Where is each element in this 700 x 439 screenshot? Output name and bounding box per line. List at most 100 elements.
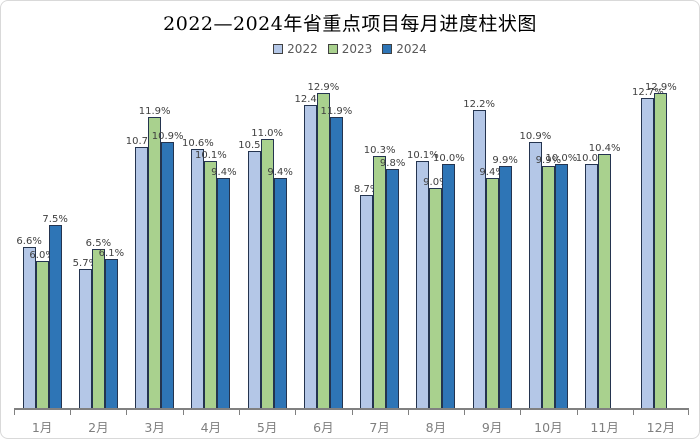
- plot-area: 6.6% 6.0% 7.5% 1月 5.7% 6.5% 6.1% 2月 10.7% 11.9% 10…: [14, 66, 689, 435]
- bar-value-label: 12.9%: [644, 82, 677, 93]
- axis-tick: [688, 410, 689, 415]
- legend-label: 2024: [396, 42, 427, 56]
- bar-group-8月: 10.1% 9.0% 10.0% 8月: [407, 66, 465, 435]
- bar-2024-3月: 10.9%: [152, 131, 184, 408]
- x-axis-label: 5月: [256, 420, 278, 435]
- bar-value-label: 10.6%: [181, 138, 214, 149]
- bar-value-label: 9.9%: [492, 155, 518, 166]
- bar-value-label: 9.4%: [267, 167, 293, 178]
- bar-2024-4月: 9.4%: [211, 167, 237, 408]
- bar-value-label: 10.0%: [545, 153, 578, 164]
- x-axis-label: 3月: [144, 420, 165, 435]
- bar-value-label: 11.9%: [320, 106, 353, 117]
- bar-2022-10月: 10.9%: [519, 131, 551, 408]
- bar-2024-7月: 9.8%: [380, 158, 405, 408]
- bar-2022-5月: 10.5%: [238, 140, 270, 408]
- bar-2023-2月: 6.5%: [86, 238, 111, 408]
- bar-group-1月: 6.6% 6.0% 7.5% 1月: [14, 66, 70, 435]
- axis-tick: [463, 410, 465, 415]
- bar-value-label: 12.2%: [463, 99, 496, 110]
- bar-2022-8月: 10.1%: [407, 150, 439, 408]
- bar-value-label: 10.1%: [406, 150, 439, 161]
- bar-group-11月: 10.0% 10.4% 11月: [576, 66, 633, 435]
- bar-2023-8月: 9.0%: [423, 177, 449, 408]
- bar-2023-11月: 10.4%: [589, 143, 621, 408]
- bar-value-label: 10.9%: [151, 131, 184, 142]
- legend-label: 2023: [341, 42, 373, 56]
- bar-group-4月: 10.6% 10.1% 9.4% 4月: [182, 66, 239, 435]
- axis-tick: [520, 410, 522, 415]
- legend-label: 2022: [287, 42, 318, 56]
- legend-swatch-icon: [382, 44, 393, 54]
- bar-group-12月: 12.7% 12.9% 12月: [632, 66, 689, 435]
- x-axis-label: 1月: [31, 420, 53, 435]
- bar-value-label: 10.5%: [238, 140, 271, 151]
- bar-2023-4月: 10.1%: [195, 150, 227, 408]
- legend-item-2022: 2022: [273, 42, 318, 56]
- bar-2022-3月: 10.7%: [126, 136, 158, 408]
- bar-value-label: 11.0%: [251, 128, 284, 139]
- bar-group-7月: 8.7% 10.3% 9.8% 7月: [352, 66, 408, 435]
- axis-tick: [14, 410, 15, 415]
- x-axis-label: 6月: [313, 420, 334, 435]
- bar-2024-9月: 9.9%: [492, 155, 518, 408]
- axis-tick: [70, 410, 72, 415]
- legend-item-2024: 2024: [382, 42, 427, 56]
- bar-2022-6月: 12.4%: [294, 94, 326, 408]
- bar-group-5月: 10.5% 11.0% 9.4% 5月: [238, 66, 295, 435]
- bar-value-label: 9.4%: [479, 167, 505, 178]
- axis-tick: [182, 410, 184, 415]
- bar-2022-4月: 10.6%: [182, 138, 214, 408]
- bar-2023-1月: 6.0%: [29, 250, 55, 408]
- bar-group-2月: 5.7% 6.5% 6.1% 2月: [70, 66, 126, 435]
- legend: 2022 2023 2024: [1, 42, 699, 56]
- bar-value-label: 10.0%: [432, 153, 465, 164]
- bar-2022-1月: 6.6%: [16, 236, 42, 408]
- bar-2024-8月: 10.0%: [433, 153, 465, 408]
- bar-2023-12月: 12.9%: [645, 82, 677, 408]
- bar-2024-5月: 9.4%: [267, 167, 293, 408]
- bar-2024-6月: 11.9%: [320, 106, 352, 408]
- axis-tick: [351, 410, 353, 415]
- bar-value-label: 9.9%: [535, 155, 562, 166]
- x-axis-label: 8月: [425, 420, 447, 435]
- bar-value-label: 11.9%: [138, 106, 171, 117]
- x-axis-label: 10月: [534, 420, 563, 435]
- bar-value-label: 12.9%: [307, 82, 340, 93]
- bar-value-label: 12.7%: [631, 87, 664, 98]
- bar-2022-12月: 12.7%: [632, 87, 664, 408]
- x-axis-label: 11月: [590, 420, 619, 435]
- bar-2023-10月: 9.9%: [536, 155, 561, 408]
- bar-value-label: 10.1%: [194, 150, 227, 161]
- bar-2022-7月: 8.7%: [354, 184, 379, 408]
- bar-2022-2月: 5.7%: [73, 258, 98, 408]
- bar-value-label: 7.5%: [42, 214, 68, 225]
- bar-group-10月: 10.9% 9.9% 10.0% 10月: [519, 66, 578, 435]
- axis-tick: [632, 410, 634, 415]
- bar-2024-1月: 7.5%: [42, 214, 68, 408]
- x-axis-label: 7月: [369, 420, 390, 435]
- axis-tick: [238, 410, 240, 415]
- axis-tick: [407, 410, 409, 415]
- bar-value-label: 10.9%: [519, 131, 552, 142]
- legend-swatch-icon: [327, 44, 338, 54]
- bar-value-label: 9.0%: [423, 177, 449, 188]
- axis-tick: [295, 410, 297, 415]
- bar-value-label: 6.5%: [85, 238, 112, 249]
- bar-value-label: 6.1%: [98, 248, 125, 259]
- bar-value-label: 5.7%: [72, 258, 99, 269]
- bar-group-3月: 10.7% 11.9% 10.9% 3月: [126, 66, 184, 435]
- bar-2024-2月: 6.1%: [99, 248, 124, 408]
- x-axis-label: 4月: [200, 420, 222, 435]
- x-axis-label: 9月: [481, 420, 503, 435]
- legend-item-2023: 2023: [327, 42, 373, 56]
- bar-2023-5月: 11.0%: [251, 128, 283, 408]
- bar-value-label: 9.8%: [379, 158, 406, 169]
- x-axis-label: 2月: [88, 420, 109, 435]
- x-axis-label: 12月: [646, 420, 676, 435]
- legend-swatch-icon: [273, 44, 284, 54]
- bar-value-label: 8.7%: [353, 184, 380, 195]
- bar-group-6月: 12.4% 12.9% 11.9% 6月: [294, 66, 352, 435]
- axis-tick: [126, 410, 128, 415]
